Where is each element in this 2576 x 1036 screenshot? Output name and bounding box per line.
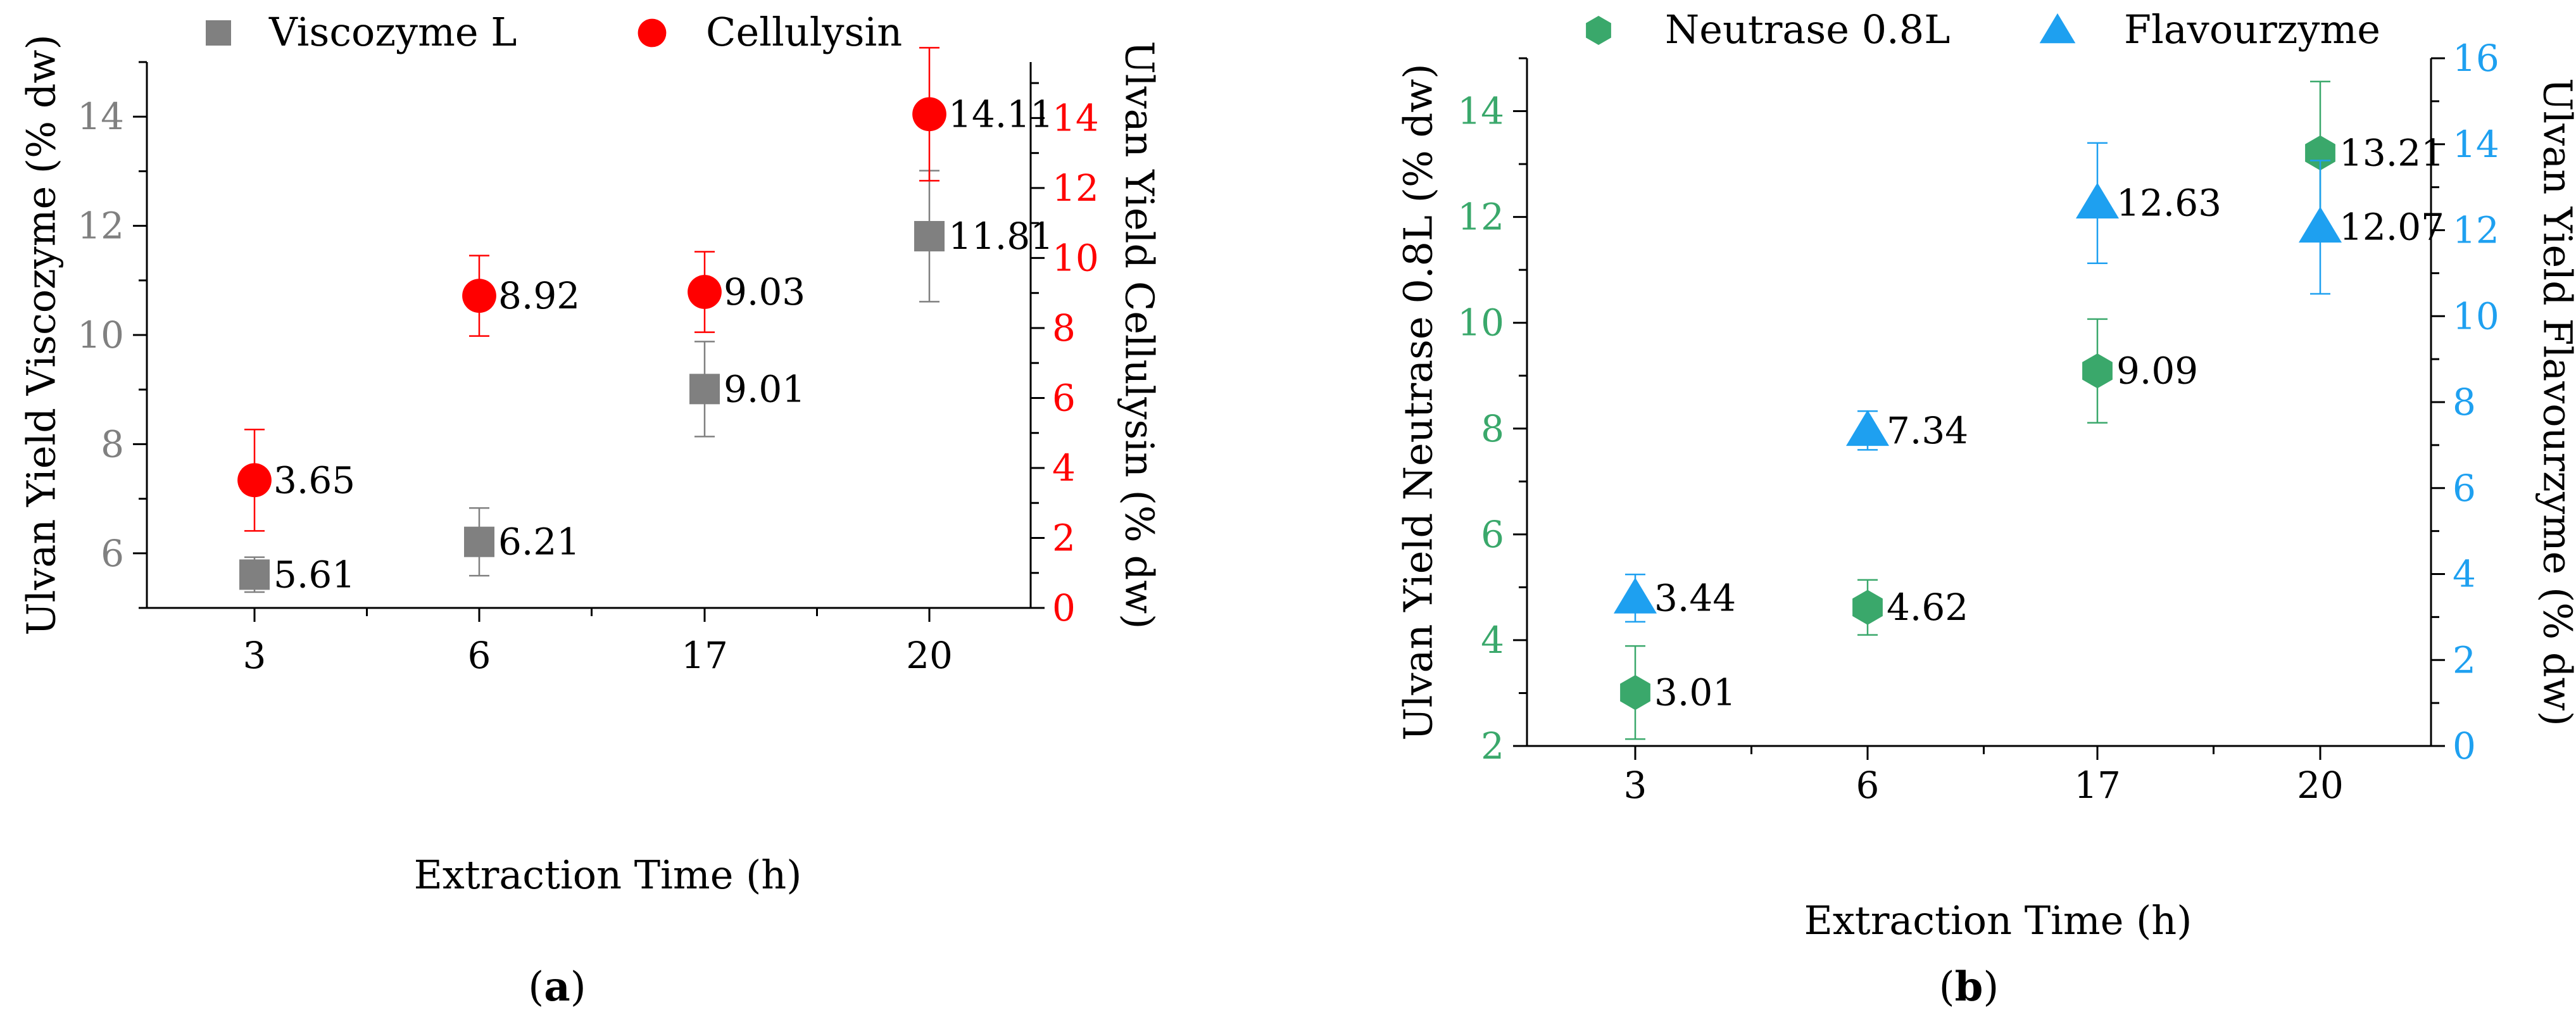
panel-a-x-tick-label: 17 bbox=[681, 634, 728, 677]
panel-a-right-y-tick-label: 8 bbox=[1052, 306, 1076, 350]
panel-b-x-tick-label: 3 bbox=[1624, 764, 1647, 807]
panel-b-x-tick-label: 6 bbox=[1856, 764, 1880, 807]
panel-a-right-y-tick-label: 2 bbox=[1052, 516, 1076, 559]
panel-b-data-point-hexagon bbox=[2082, 353, 2113, 389]
panel-b-left-axis-title: Ulvan Yield Neutrase 0.8L (% dw) bbox=[1395, 63, 1442, 740]
panel-a-data-point-circle bbox=[688, 275, 722, 309]
panel-b-right-y-tick-label: 16 bbox=[2453, 37, 2499, 80]
panel-a-data-label: 9.01 bbox=[724, 367, 805, 410]
panel-a-legend-marker-square bbox=[206, 20, 231, 46]
panel-a-data-label: 5.61 bbox=[273, 553, 355, 596]
panel-b-data-point-hexagon bbox=[1620, 675, 1650, 711]
panel-a-right-axis-title: Ulvan Yield Cellulysin (% dw) bbox=[1116, 41, 1162, 629]
panel-a-data-label: 6.21 bbox=[498, 521, 580, 564]
panel-b-right-axis-title: Ulvan Yield Flavourzyme (% dw) bbox=[2534, 78, 2576, 726]
panel-b-right-y-tick-label: 2 bbox=[2453, 638, 2476, 681]
panel-a-data-point-circle bbox=[237, 463, 272, 498]
panel-a-left-axis-title: Ulvan Yield Viscozyme (% dw) bbox=[18, 34, 65, 635]
panel-a-data-point-square bbox=[689, 374, 720, 405]
panel-b-x-tick-label: 20 bbox=[2297, 764, 2344, 807]
panel-b-data-label: 4.62 bbox=[1887, 586, 1968, 629]
panel-a-left-y-tick-label: 12 bbox=[77, 205, 124, 248]
panel-a-x-tick-label: 6 bbox=[468, 634, 491, 677]
panel-a-left-y-tick-label: 8 bbox=[101, 422, 124, 465]
panel-b-legend-label: Flavourzyme bbox=[2124, 6, 2380, 53]
panel-a-panel-label: (a) bbox=[528, 963, 586, 1011]
panel-a-right-y-tick-label: 14 bbox=[1052, 96, 1099, 139]
panel-b-right-y-tick-label: 12 bbox=[2453, 209, 2499, 252]
panel-b-legend-marker-triangle bbox=[2039, 13, 2076, 44]
panel-a-data-label: 3.65 bbox=[273, 458, 355, 502]
panel-b-data-point-hexagon bbox=[1852, 590, 1883, 625]
panel-b-legend-label: Neutrase 0.8L bbox=[1665, 6, 1950, 53]
panel-a-left-y-tick-label: 10 bbox=[77, 313, 124, 357]
panel-a-legend-marker-circle bbox=[638, 18, 667, 47]
panel-b-data-point-triangle bbox=[2298, 206, 2342, 243]
panel-a-right-y-tick-label: 6 bbox=[1052, 376, 1076, 419]
panel-b-panel-label: (b) bbox=[1939, 963, 1999, 1011]
panel-b-data-label: 12.63 bbox=[2116, 182, 2221, 225]
panel-a-x-tick-label: 20 bbox=[906, 634, 953, 677]
panel-b-data-label: 12.07 bbox=[2339, 206, 2444, 249]
panel-a-data-label: 9.03 bbox=[724, 270, 805, 313]
panel-a-legend-label: Cellulysin bbox=[706, 9, 902, 55]
panel-a-data-point-square bbox=[464, 526, 494, 557]
panel-a-right-y-tick-label: 4 bbox=[1052, 446, 1076, 490]
panel-b-data-point-triangle bbox=[1845, 410, 1890, 446]
panel-a-right-y-tick-label: 12 bbox=[1052, 167, 1099, 210]
panel-b-right-y-tick-label: 0 bbox=[2453, 724, 2476, 768]
panel-b-data-label: 13.21 bbox=[2339, 132, 2444, 175]
panel-b-right-y-tick-label: 6 bbox=[2453, 467, 2476, 510]
panel-a-data-label: 14.11 bbox=[948, 92, 1053, 136]
panel-b-legend-marker-hexagon bbox=[1586, 16, 1611, 45]
panel-a-data-point-circle bbox=[912, 97, 946, 132]
panel-a-x-axis-title: Extraction Time (h) bbox=[414, 852, 802, 898]
panel-b-left-y-tick-label: 14 bbox=[1457, 90, 1504, 133]
panel-b-data-point-triangle bbox=[1613, 578, 1657, 614]
panel-a-left-y-tick-label: 6 bbox=[101, 532, 124, 575]
panel-b-right-y-tick-label: 10 bbox=[2453, 294, 2499, 338]
panel-b-left-y-tick-label: 10 bbox=[1457, 301, 1504, 344]
panel-b-data-label: 3.44 bbox=[1654, 577, 1736, 620]
panel-b-left-y-tick-label: 12 bbox=[1457, 196, 1504, 239]
panel-b-data-label: 7.34 bbox=[1887, 409, 1968, 452]
panel-b-left-y-tick-label: 8 bbox=[1481, 407, 1504, 450]
panel-a-data-point-square bbox=[239, 559, 270, 590]
panel-a-right-y-tick-label: 10 bbox=[1052, 236, 1099, 279]
panel-b-left-y-tick-label: 4 bbox=[1481, 619, 1504, 662]
panel-a-left-y-tick-label: 14 bbox=[77, 95, 124, 138]
panel-b-data-label: 9.09 bbox=[2116, 350, 2198, 393]
panel-b-right-y-tick-label: 4 bbox=[2453, 553, 2476, 596]
panel-b-x-axis-title: Extraction Time (h) bbox=[1804, 897, 2192, 944]
panel-b-left-y-tick-label: 6 bbox=[1481, 513, 1504, 556]
panel-a-data-point-square bbox=[914, 220, 945, 251]
panel-a-legend-label: Viscozyme L bbox=[268, 9, 517, 55]
panel-a-x-tick-label: 3 bbox=[243, 634, 267, 677]
panel-b-data-point-hexagon bbox=[2305, 135, 2335, 171]
panel-a-data-point-circle bbox=[462, 279, 496, 313]
panel-a-right-y-tick-label: 0 bbox=[1052, 586, 1076, 629]
panel-b-right-y-tick-label: 8 bbox=[2453, 381, 2476, 424]
panel-b-data-point-triangle bbox=[2075, 182, 2120, 219]
panel-b-x-tick-label: 17 bbox=[2074, 764, 2121, 807]
panel-b-right-y-tick-label: 14 bbox=[2453, 123, 2499, 166]
panel-b-data-label: 3.01 bbox=[1654, 671, 1736, 714]
panel-a-data-label: 11.81 bbox=[948, 215, 1053, 258]
panel-b-left-y-tick-label: 2 bbox=[1481, 724, 1504, 768]
panel-a-data-label: 8.92 bbox=[498, 274, 580, 317]
